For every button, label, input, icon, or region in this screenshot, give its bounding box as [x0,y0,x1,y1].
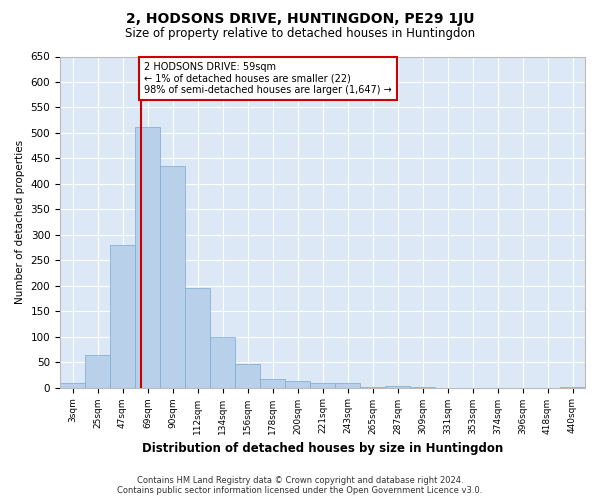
Bar [360,386,385,388]
Bar [335,384,360,388]
Bar [60,384,85,388]
Bar [560,387,585,388]
Bar [310,383,335,388]
Bar [385,386,410,388]
Bar [210,336,235,388]
Bar [410,387,435,388]
Bar [85,356,110,388]
Bar [110,245,135,388]
Text: Contains HM Land Registry data © Crown copyright and database right 2024.
Contai: Contains HM Land Registry data © Crown c… [118,476,482,495]
Bar [185,288,210,388]
Bar [135,127,160,388]
Text: Size of property relative to detached houses in Huntingdon: Size of property relative to detached ho… [125,28,475,40]
Text: 2 HODSONS DRIVE: 59sqm
← 1% of detached houses are smaller (22)
98% of semi-deta: 2 HODSONS DRIVE: 59sqm ← 1% of detached … [144,62,392,95]
Bar [235,364,260,388]
Bar [160,166,185,388]
Bar [285,381,310,388]
Text: 2, HODSONS DRIVE, HUNTINGDON, PE29 1JU: 2, HODSONS DRIVE, HUNTINGDON, PE29 1JU [126,12,474,26]
Y-axis label: Number of detached properties: Number of detached properties [15,140,25,304]
Bar [260,380,285,388]
X-axis label: Distribution of detached houses by size in Huntingdon: Distribution of detached houses by size … [142,442,503,455]
